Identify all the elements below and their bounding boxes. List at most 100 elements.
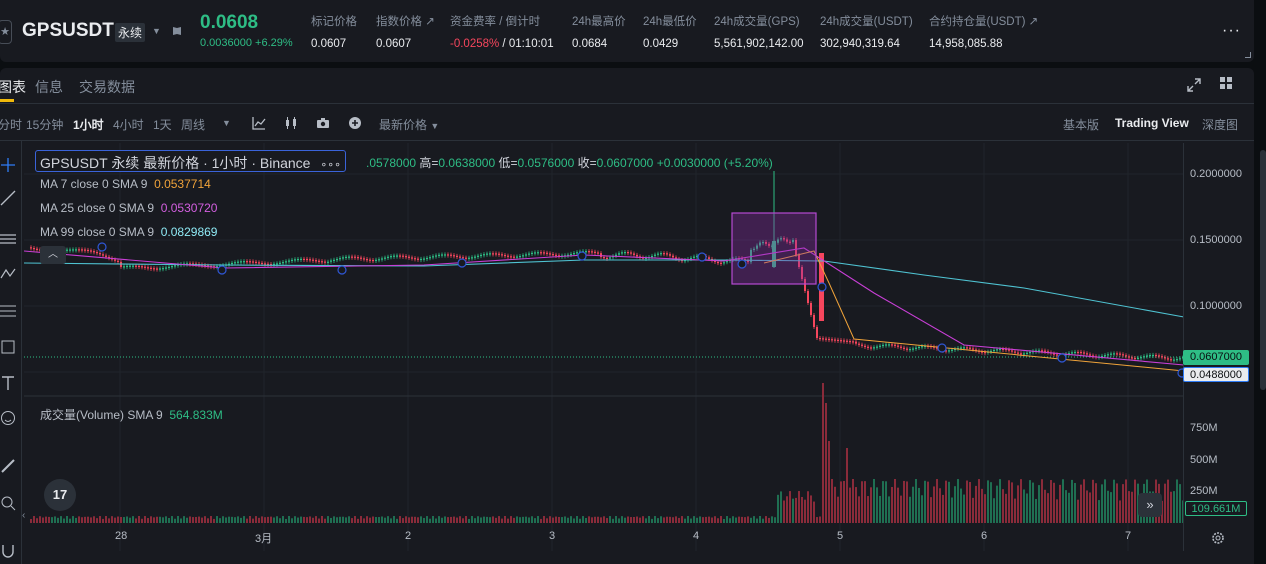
volume-bar <box>1023 489 1025 523</box>
chevron-down-icon[interactable]: ▼ <box>152 26 161 36</box>
fib-icon[interactable] <box>0 303 16 319</box>
volume-bar <box>429 518 431 523</box>
candle-body <box>270 263 272 266</box>
candle-body <box>792 239 794 243</box>
interval-1h[interactable]: 1小时 <box>73 118 104 132</box>
candle-body <box>417 258 419 260</box>
volume-bar <box>711 517 713 523</box>
candle-body <box>1125 355 1127 357</box>
expand-icon[interactable] <box>1187 78 1201 92</box>
volume-bar <box>33 516 35 523</box>
volume-bar <box>150 516 152 523</box>
candle-body <box>651 255 653 258</box>
text-tool-icon[interactable] <box>0 375 16 391</box>
ticker-header: ★ GPSUSDT 永续 ▼ 0.0608 0.0036000 +6.29% 标… <box>0 0 1254 62</box>
volume-bar <box>408 517 410 523</box>
time-tick: 28 <box>115 530 128 542</box>
favorite-star-icon[interactable]: ★ <box>0 20 12 44</box>
volume-bar <box>420 516 422 523</box>
candle-body <box>1104 355 1106 357</box>
candle-body <box>558 255 560 257</box>
interval-dropdown-icon[interactable]: ▼ <box>222 118 231 128</box>
gear-icon[interactable] <box>1211 531 1225 545</box>
candle-body <box>1170 359 1172 361</box>
candle-body <box>1092 355 1094 357</box>
volume-bar <box>216 516 218 523</box>
zoom-icon[interactable] <box>0 495 16 511</box>
ruler-icon[interactable] <box>0 458 16 474</box>
event-marker <box>1057 353 1067 363</box>
candle-body <box>696 255 698 258</box>
trend-line-icon[interactable] <box>0 190 16 206</box>
tab-chart[interactable]: 图表 <box>0 79 26 95</box>
candle-type-icon[interactable] <box>284 116 298 130</box>
ma99-legend[interactable]: MA 99 close 0 SMA 9 0.0829869 <box>40 225 217 239</box>
candle-body <box>867 346 869 348</box>
volume-bar <box>879 495 881 523</box>
tab-info[interactable]: 信息 <box>35 79 63 95</box>
magnet-icon[interactable] <box>0 543 16 559</box>
candle-body <box>102 254 104 256</box>
layout-icon[interactable] <box>1219 76 1233 90</box>
candle-body <box>516 256 518 258</box>
book-icon[interactable] <box>172 26 182 36</box>
candle-body <box>468 257 470 259</box>
interval-4h[interactable]: 4小时 <box>113 118 144 132</box>
candle-body <box>543 252 545 254</box>
price-type-select[interactable]: 最新价格 ▼ <box>379 116 439 133</box>
more-button[interactable]: ··· <box>1222 22 1241 39</box>
candle-body <box>1089 354 1091 356</box>
volume-bar <box>297 517 299 523</box>
symbol-name[interactable]: GPSUSDT <box>22 20 114 41</box>
price-axis[interactable] <box>1183 143 1254 551</box>
candle-body <box>390 256 392 258</box>
ma7-legend[interactable]: MA 7 close 0 SMA 9 0.0537714 <box>40 177 211 191</box>
legend-more-icon[interactable]: ∘∘∘ <box>320 159 342 171</box>
side-scrollbar[interactable] <box>1260 150 1266 390</box>
tab-trading-data[interactable]: 交易数据 <box>79 79 135 95</box>
rectangle-tool-icon[interactable] <box>0 339 16 355</box>
candle-body <box>459 256 461 258</box>
volume-bar <box>558 516 560 523</box>
candle-body <box>330 260 332 262</box>
volume-bar <box>75 517 77 523</box>
interval-1d[interactable]: 1天 <box>153 118 172 132</box>
chart-legend-title[interactable]: GPSUSDT 永续 最新价格 · 1小时 · Binance ∘∘∘ <box>35 150 347 172</box>
volume-bar <box>534 518 536 523</box>
add-icon[interactable] <box>348 116 362 130</box>
tradingview-logo[interactable]: 17 <box>44 479 76 511</box>
view-tradingview[interactable]: Trading View <box>1115 116 1189 130</box>
scroll-to-realtime-button[interactable]: » <box>1138 493 1162 517</box>
candle-body <box>360 257 362 259</box>
view-basic[interactable]: 基本版 <box>1063 118 1100 132</box>
candle-body <box>669 254 671 256</box>
candle-body <box>240 261 242 263</box>
emoji-icon[interactable] <box>0 410 16 426</box>
volume-legend[interactable]: 成交量(Volume) SMA 9 564.833M <box>40 406 223 423</box>
stat-open-interest[interactable]: 合约持仓量(USDT) ↗ 14,958,085.88 <box>929 13 1038 50</box>
candle-body <box>273 263 275 265</box>
camera-icon[interactable] <box>316 116 330 130</box>
interval-week[interactable]: 周线 <box>181 118 206 132</box>
interval-timeline[interactable]: 分时 <box>0 118 23 132</box>
volume-bar <box>132 516 134 523</box>
collapse-legend-button[interactable]: ︿ <box>40 246 66 264</box>
collapse-left-icon[interactable]: ‹ <box>22 510 26 521</box>
stat-value: 5,561,902,142.00 <box>714 38 804 50</box>
candle-body <box>456 255 458 258</box>
volume-bar <box>165 516 167 523</box>
volume-bar <box>489 517 491 523</box>
crosshair-icon[interactable] <box>0 157 16 173</box>
volume-bar <box>318 518 320 523</box>
horizontal-lines-icon[interactable] <box>0 231 16 247</box>
view-depth[interactable]: 深度图 <box>1202 118 1239 132</box>
ma25-legend[interactable]: MA 25 close 0 SMA 9 0.0530720 <box>40 201 217 215</box>
candle-body <box>993 349 995 352</box>
stat-index-price[interactable]: 指数价格 ↗ 0.0607 <box>376 13 435 50</box>
indicator-icon[interactable] <box>252 116 266 130</box>
price-chart[interactable] <box>24 143 1184 551</box>
pitchfork-icon[interactable] <box>0 266 16 282</box>
interval-15m[interactable]: 15分钟 <box>26 118 64 132</box>
candle-body <box>147 267 149 269</box>
resize-handle[interactable] <box>1245 52 1251 58</box>
